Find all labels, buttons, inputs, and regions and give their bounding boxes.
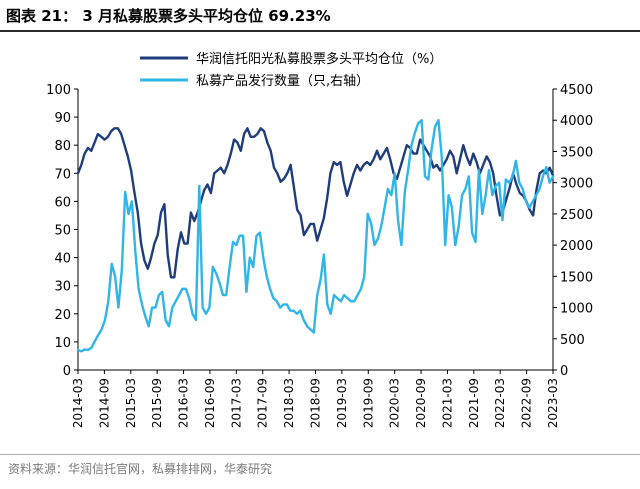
- x-tick-label: 2017-03: [229, 378, 243, 428]
- left-tick-label: 40: [54, 252, 71, 267]
- right-tick-label: 1500: [560, 270, 593, 285]
- right-tick-label: 2000: [560, 239, 593, 254]
- chart-title: 图表 21： 3 月私募股票多头平均仓位 69.23%: [6, 7, 331, 25]
- x-tick-label: 2018-09: [309, 378, 323, 428]
- legend: 华润信托阳光私募股票多头平均仓位（%） 私募产品发行数量（只,右轴）: [140, 51, 442, 89]
- title-divider: [0, 30, 640, 32]
- right-tick-label: 0: [560, 364, 568, 379]
- x-tick-label: 2015-03: [124, 378, 138, 428]
- x-tick-label: 2016-09: [203, 378, 217, 428]
- left-tick-label: 0: [63, 364, 71, 379]
- right-tick-label: 4500: [560, 83, 593, 98]
- axes: 0102030405060708090100050010001500200025…: [46, 83, 593, 428]
- left-tick-label: 10: [54, 336, 71, 351]
- left-tick-label: 80: [54, 139, 71, 154]
- right-tick-label: 3500: [560, 145, 593, 160]
- x-tick-label: 2019-03: [335, 378, 349, 428]
- left-tick-label: 20: [54, 308, 71, 323]
- left-tick-label: 70: [54, 167, 71, 182]
- source-note: 资料来源：华润信托官网，私募排排网，华泰研究: [0, 454, 640, 484]
- right-tick-label: 2500: [560, 208, 593, 223]
- x-tick-label: 2022-09: [520, 378, 534, 428]
- series-layer: [76, 118, 555, 353]
- x-tick-label: 2021-03: [440, 378, 454, 428]
- x-tick-label: 2016-03: [177, 378, 191, 428]
- left-tick-label: 60: [54, 195, 71, 210]
- x-tick-label: 2023-03: [546, 378, 560, 428]
- x-tick-label: 2022-03: [493, 378, 507, 428]
- left-tick-label: 100: [46, 83, 71, 98]
- x-tick-label: 2018-03: [282, 378, 296, 428]
- legend-label-issuance: 私募产品发行数量（只,右轴）: [196, 73, 369, 89]
- dual-axis-line-chart: 华润信托阳光私募股票多头平均仓位（%） 私募产品发行数量（只,右轴） 0 10 20 3…: [46, 51, 593, 428]
- x-tick-label: 2020-03: [388, 378, 402, 428]
- x-tick-label: 2020-09: [414, 378, 428, 428]
- x-tick-label: 2019-09: [361, 378, 375, 428]
- left-tick-label: 30: [54, 280, 71, 295]
- position-series-line: [76, 127, 555, 279]
- x-tick-label: 2014-03: [71, 378, 85, 428]
- left-tick-label: 90: [54, 111, 71, 126]
- legend-label-position: 华润信托阳光私募股票多头平均仓位（%）: [196, 51, 442, 67]
- left-tick-label: 50: [54, 224, 71, 239]
- x-tick-label: 2014-09: [97, 378, 111, 428]
- right-tick-label: 1000: [560, 302, 593, 317]
- right-tick-label: 500: [560, 333, 585, 348]
- x-tick-label: 2021-09: [467, 378, 481, 428]
- right-tick-label: 3000: [560, 177, 593, 192]
- right-tick-label: 4000: [560, 114, 593, 129]
- x-tick-label: 2017-09: [256, 378, 270, 428]
- x-tick-label: 2015-09: [150, 378, 164, 428]
- issuance-series-line: [76, 118, 555, 353]
